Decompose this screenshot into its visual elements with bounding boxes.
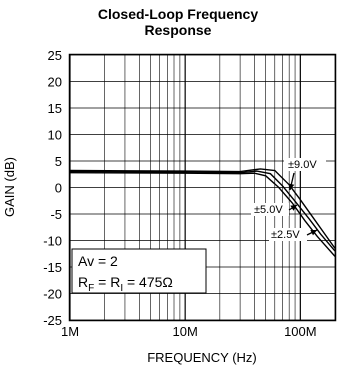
- series-line: [69, 168, 336, 249]
- y-tick-label: 15: [48, 101, 62, 116]
- y-tick-labels: 25 20 15 10 5 0 -5 -10 -15 -20 -25: [43, 48, 62, 328]
- x-tick-labels: 1M 10M 100M: [61, 324, 317, 339]
- x-tick-label: 1M: [61, 324, 79, 339]
- y-tick-label: -25: [43, 313, 62, 328]
- y-tick-label: -10: [43, 234, 62, 249]
- annotation-bg: [284, 158, 326, 171]
- chart-title-line2: Response: [145, 22, 212, 38]
- y-tick-label: 5: [55, 154, 62, 169]
- annotation-arrowhead: [288, 183, 295, 190]
- chart-title-line1: Closed-Loop Frequency: [98, 6, 258, 22]
- y-tick-label: -20: [43, 287, 62, 302]
- annotation-arrowhead: [290, 205, 297, 211]
- plot-frame: [68, 53, 337, 322]
- y-tick-label: 10: [48, 128, 62, 143]
- annotation-bg: [251, 203, 289, 216]
- series-lines: [69, 168, 336, 257]
- annotation-arrowhead: [310, 230, 317, 236]
- y-tick-label: 25: [48, 48, 62, 63]
- x-tick-label: 100M: [284, 324, 317, 339]
- series-label: ±5.0V: [254, 204, 283, 216]
- y-tick-label: 0: [55, 181, 62, 196]
- resistor-setting-text: RF = RI = 475Ω: [78, 274, 173, 294]
- series-line: [69, 170, 336, 252]
- y-tick-label: -15: [43, 260, 62, 275]
- series-label: ±9.0V: [288, 159, 317, 171]
- y-tick-label: -5: [50, 207, 62, 222]
- annotation-bg: [269, 228, 307, 241]
- conditions-box: [71, 248, 207, 294]
- series-annotations: ±9.0V ±5.0V ±2.5V: [251, 158, 326, 241]
- x-tick-label: 10M: [173, 324, 198, 339]
- x-axis-label: FREQUENCY (Hz): [147, 350, 257, 365]
- series-label: ±2.5V: [271, 229, 300, 241]
- series-line: [69, 172, 336, 257]
- gain-setting-text: Av = 2: [78, 253, 118, 269]
- y-axis-label: GAIN (dB): [2, 157, 17, 217]
- y-tick-label: 20: [48, 75, 62, 90]
